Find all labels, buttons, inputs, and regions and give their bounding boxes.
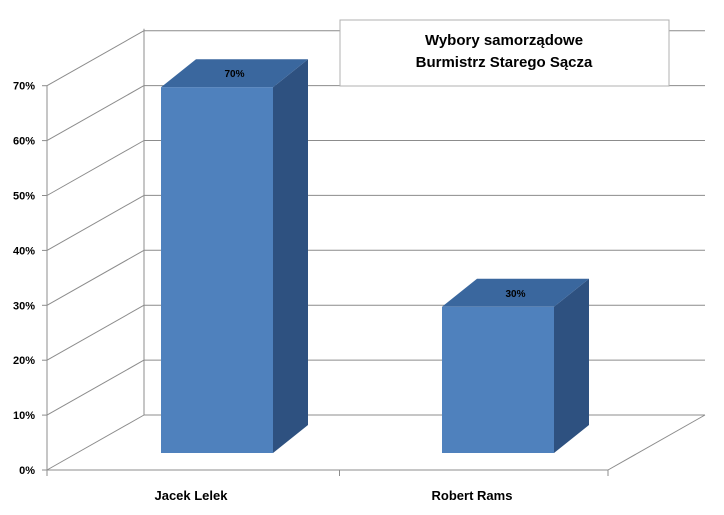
gridline-diagonal [46, 249, 145, 306]
gridline-diagonal [46, 359, 145, 416]
gridline-diagonal [46, 304, 145, 361]
y-tick-label: 60% [13, 136, 35, 148]
bar-front-face [161, 87, 273, 453]
y-tick-label: 20% [13, 355, 35, 367]
y-tick-label: 40% [13, 245, 35, 257]
bar-side-face [273, 59, 308, 453]
y-tick-label: 70% [13, 81, 35, 93]
chart-title-line-1: Wybory samorządowe [425, 32, 583, 49]
category-label: Jacek Lelek [154, 488, 228, 503]
gridline-diagonal [46, 30, 145, 87]
y-tick-label: 50% [13, 191, 35, 203]
bar: 30% [442, 278, 589, 453]
y-tick-label: 10% [13, 410, 35, 422]
bar-side-face [554, 278, 589, 453]
y-tick-label: 30% [13, 300, 35, 312]
floor-right-edge [607, 414, 706, 471]
gridline-diagonal [46, 414, 145, 471]
y-tick-label: 0% [19, 465, 35, 477]
data-label: 70% [224, 69, 244, 80]
bar: 70% [161, 59, 308, 453]
bar-top-face [442, 278, 589, 307]
x-axis-categories: Jacek Lelek Robert Rams [154, 488, 512, 503]
gridline-diagonal [46, 85, 145, 142]
gridline-diagonal [46, 140, 145, 196]
data-label: 30% [505, 289, 525, 300]
bar-front-face [442, 306, 554, 453]
chart-title-box: Wybory samorządowe Burmistrz Starego Sąc… [339, 19, 670, 87]
category-label: Robert Rams [432, 488, 513, 503]
bar-top-face [161, 59, 308, 88]
gridline-diagonal [46, 194, 145, 251]
chart-title-line-2: Burmistrz Starego Sącza [416, 54, 593, 71]
title-frame [339, 19, 670, 87]
y-axis-ticks: 0% 10% 20% 30% 40% 50% 60% 70% [13, 81, 35, 477]
gridlines [42, 28, 706, 476]
bars: 70% 30% [161, 59, 589, 453]
